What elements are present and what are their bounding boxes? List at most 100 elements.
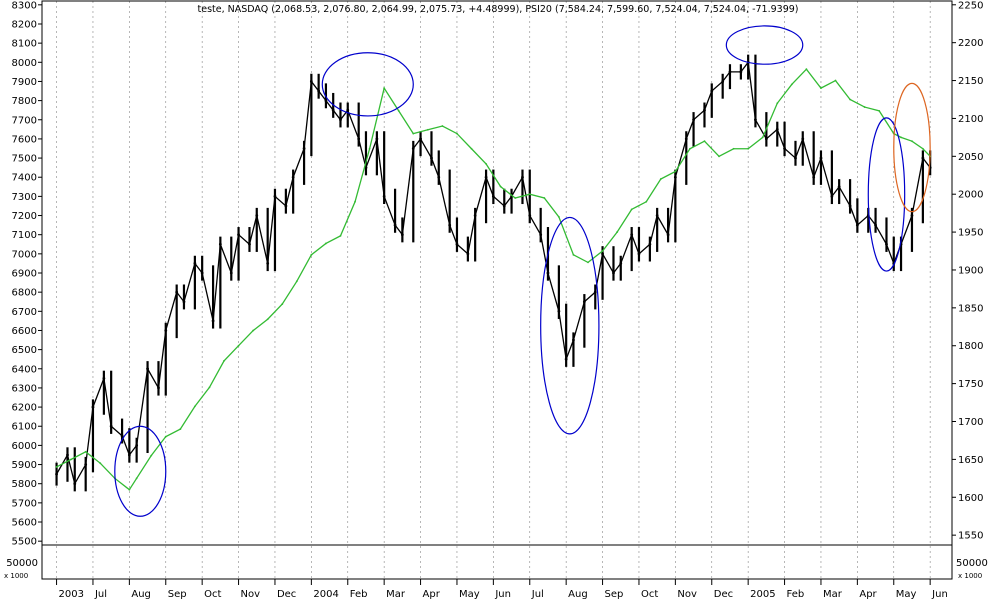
nasdaq-point [921,147,924,150]
nasdaq-point [630,208,633,211]
nasdaq-point [689,147,691,150]
left-tick-label: 7300 [12,192,37,203]
nasdaq-point [645,200,648,203]
chart-title: teste, NASDAQ (2,068.53, 2,076.80, 2,064… [198,4,799,15]
x-tick-label: Nov [241,589,261,599]
volume-left-label: 50000 [6,558,38,569]
nasdaq-point [514,197,517,199]
annotation-layer [114,25,931,517]
x-tick-label: 2004 [313,589,338,599]
left-tick-label: 6700 [12,307,37,318]
nasdaq-point [325,242,327,245]
annotation-ellipse [867,117,906,272]
right-tick-label: 1800 [958,341,983,352]
right-tick-label: 2150 [958,76,983,87]
nasdaq-point [470,147,473,150]
nasdaq-point [834,79,837,82]
nasdaq-point [485,162,487,165]
x-tick-label: Jun [494,589,511,599]
left-tick-label: 6300 [12,383,37,394]
left-tick-label: 7100 [12,230,37,241]
x-tick-label: Sep [168,589,187,599]
nasdaq-point [252,329,255,332]
x-tick-label: Jun [931,589,948,599]
nasdaq-point [55,466,58,468]
x-tick-label: 2005 [750,589,775,599]
nasdaq-point [135,477,138,480]
nasdaq-point [193,405,196,408]
annotation-ellipse [725,25,804,65]
left-tick-label: 8100 [12,39,37,50]
right-tick-label: 1550 [958,531,983,542]
x-tick-label: Jul [531,589,544,599]
nasdaq-point [223,359,225,362]
right-axis: 1550 1600 1650 1700 1750 1800 1850 1900 1950 2000… [952,0,983,542]
nasdaq-point [150,454,153,457]
right-tick-label: 1650 [958,455,983,466]
right-tick-label: 1850 [958,303,983,314]
right-tick-label: 2200 [958,38,983,49]
x-tick-label: Aug [568,589,588,599]
annotation-ellipse [321,52,414,117]
nasdaq-point [849,98,851,101]
right-tick-label: 2050 [958,152,983,163]
right-tick-label: 1700 [958,417,983,428]
left-tick-label: 5800 [12,479,37,490]
volume-multiplier-right: x 1000 [958,572,982,580]
right-tick-label: 1900 [958,265,983,276]
nasdaq-point [761,136,764,139]
left-tick-label: 8000 [12,58,37,69]
left-tick-label: 6900 [12,269,37,280]
nasdaq-point [456,132,458,135]
grid-lines [56,1,931,579]
nasdaq-point [237,344,240,347]
volume-multiplier-left: x 1000 [4,572,28,580]
x-tick-label: Feb [787,589,805,599]
left-tick-label: 7700 [12,115,37,126]
x-tick-label: Dec [277,589,296,599]
nasdaq-point [99,462,102,465]
psi20-line [55,60,931,486]
nasdaq-point [557,216,560,218]
nasdaq-point [266,318,269,321]
x-tick-label: Apr [859,589,877,599]
nasdaq-point [776,102,779,105]
volume-right-label: 50000 [956,558,988,569]
nasdaq-point [616,231,619,233]
x-tick-label: Sep [605,589,624,599]
nasdaq-point [441,125,444,127]
left-tick-label: 5500 [12,537,37,548]
left-tick-label: 6600 [12,326,37,337]
x-tick-label: Oct [641,589,658,599]
right-tick-label: 2250 [958,0,983,11]
nasdaq-point [310,253,313,256]
nasdaq-point [281,303,284,305]
x-tick-label: Jul [94,589,107,599]
nasdaq-point [674,170,677,173]
nasdaq-point [543,197,546,199]
nasdaq-point [528,193,531,196]
nasdaq-point [747,147,750,150]
nasdaq-point [383,87,386,90]
annotation-ellipse [540,216,600,435]
right-tick-label: 2100 [958,114,983,125]
left-tick-label: 6500 [12,345,37,356]
left-tick-label: 6400 [12,364,37,375]
left-tick-label: 6100 [12,422,37,433]
nasdaq-point [587,261,589,264]
left-tick-label: 8300 [12,0,37,11]
nasdaq-point [718,155,720,158]
nasdaq-point [179,428,182,430]
x-tick-label: Feb [350,589,368,599]
x-tick-label: Nov [677,589,697,599]
nasdaq-point [499,185,502,188]
nasdaq-point [863,106,866,108]
left-tick-label: 5900 [12,460,37,471]
nasdaq-point [164,435,167,438]
left-tick-label: 7000 [12,249,37,260]
right-tick-label: 1600 [958,493,983,504]
left-tick-label: 7500 [12,154,37,165]
right-tick-label: 1750 [958,379,983,390]
nasdaq-point [820,87,822,90]
